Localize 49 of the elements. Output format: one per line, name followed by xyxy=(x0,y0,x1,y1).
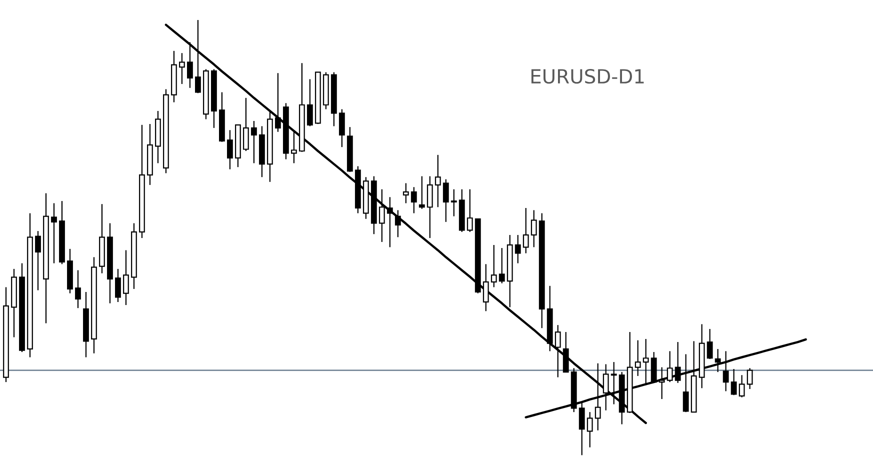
text: EURUSD-D1 xyxy=(531,68,644,84)
candlestick xyxy=(386,196,393,248)
candlestick xyxy=(187,42,193,88)
candlestick xyxy=(410,186,417,214)
candlestick xyxy=(51,202,57,264)
candlestick xyxy=(498,247,505,284)
candlestick xyxy=(242,97,249,152)
candlestick xyxy=(442,178,449,222)
candlestick xyxy=(115,268,121,303)
candlestick xyxy=(123,250,129,306)
candlestick xyxy=(179,52,185,85)
candlestick xyxy=(666,350,673,383)
candlestick xyxy=(450,188,457,217)
candlestick xyxy=(530,210,537,248)
candlestick xyxy=(586,412,593,448)
candlestick xyxy=(634,340,641,377)
candlestick xyxy=(75,270,81,309)
candlestick xyxy=(482,264,489,312)
candlestick xyxy=(554,324,561,378)
candlestick xyxy=(674,341,681,384)
candlestick xyxy=(738,374,745,398)
candlestick xyxy=(274,72,281,132)
candlestick xyxy=(402,182,409,204)
candlestick xyxy=(306,78,313,127)
candlestick xyxy=(730,368,737,396)
candlestick xyxy=(394,210,401,238)
candlestick xyxy=(426,176,433,239)
candlestick xyxy=(466,188,473,232)
candlestick xyxy=(722,350,729,392)
candlestick xyxy=(746,368,753,390)
candlestick xyxy=(490,244,497,288)
candlestick xyxy=(610,361,617,405)
candlestick xyxy=(290,131,297,164)
candlestick xyxy=(418,176,425,210)
candlestick xyxy=(706,328,713,360)
candlestick xyxy=(338,108,345,148)
candlestick xyxy=(562,331,569,373)
candlestick xyxy=(35,230,41,291)
candlestick xyxy=(650,351,657,384)
candlestick xyxy=(682,354,689,413)
candlestick xyxy=(658,366,665,400)
candlestick xyxy=(434,154,441,208)
candlestick xyxy=(226,130,233,170)
candlestick xyxy=(514,234,521,264)
candlestick xyxy=(714,348,721,373)
candlestick xyxy=(522,207,529,254)
candlestick xyxy=(602,364,609,411)
candlestick xyxy=(378,188,385,242)
candlestick xyxy=(250,120,257,164)
